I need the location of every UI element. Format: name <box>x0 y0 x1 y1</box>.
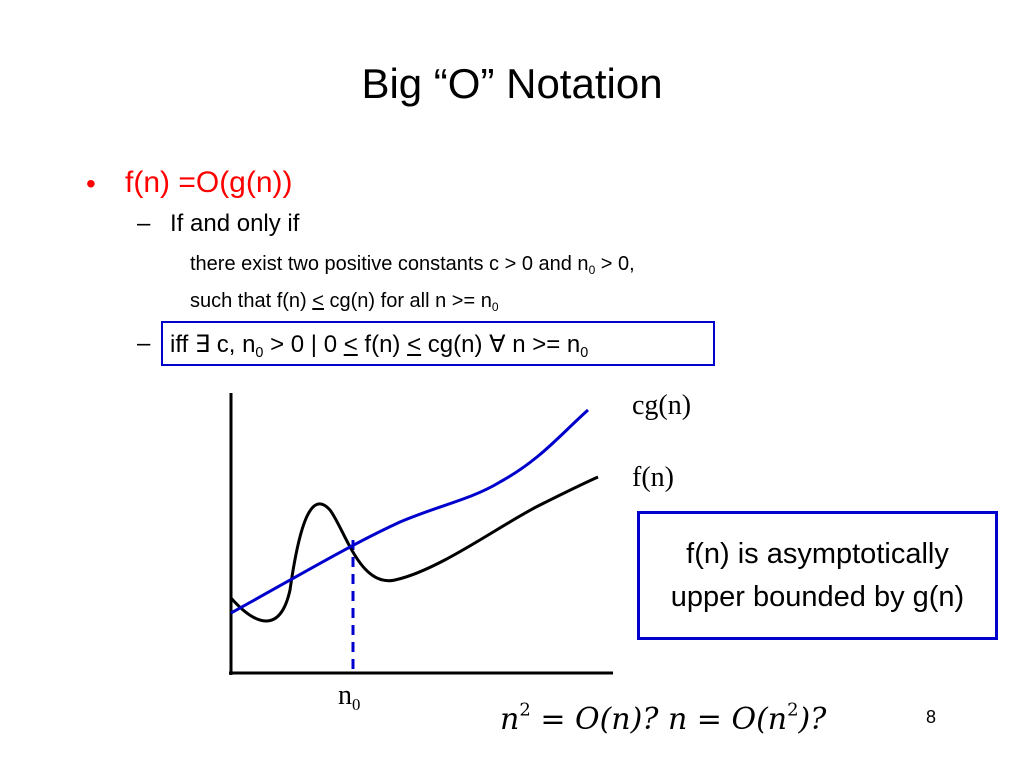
iff-text: iff ∃ c, n <box>170 331 256 358</box>
practice-questions: n2 = O(n)? n = O(n2)? <box>500 699 827 737</box>
less-equal-symbol: < <box>312 290 324 312</box>
less-equal-symbol: < <box>407 331 422 358</box>
subscript-zero: 0 <box>580 345 589 362</box>
condition-text: > 0, <box>595 253 635 275</box>
n0-axis-label: n0 <box>338 680 361 714</box>
f-curve-label: f(n) <box>632 462 674 493</box>
page-number: 8 <box>926 707 937 727</box>
question-2-end: )? <box>798 702 827 737</box>
subscript-zero: 0 <box>491 300 499 315</box>
iff-text: f(n) <box>357 331 408 358</box>
condition-text: cg(n) for all n >= n <box>323 290 492 312</box>
cg-curve-label: cg(n) <box>632 390 692 421</box>
subscript-zero: 0 <box>255 345 264 362</box>
question-1-base: n <box>500 702 520 737</box>
asymptotic-callout-box: f(n) is asymptotically upper bounded by … <box>637 511 998 640</box>
iff-text: cg(n) ∀ n >= n <box>421 331 581 358</box>
subscript-zero: 0 <box>352 694 361 714</box>
callout-line-1: f(n) is asymptotically <box>686 538 949 571</box>
bullet-definition: f(n) =O(g(n)) <box>125 166 293 199</box>
callout-line-2: upper bounded by g(n) <box>670 580 965 613</box>
f-of-n-curve <box>229 475 599 623</box>
condition-line-bound: such that f(n) < cg(n) for all n >= n0 <box>190 290 499 313</box>
dash-marker-1: – <box>137 210 151 237</box>
question-1-rest: = O(n)? <box>530 702 668 737</box>
condition-line-constants: there exist two positive constants c > 0… <box>190 253 635 276</box>
iff-formal-statement: iff ∃ c, n0 > 0 | 0 < f(n) < cg(n) ∀ n >… <box>170 330 589 362</box>
question-2-start: n = O(n <box>667 702 788 737</box>
cg-of-n-curve <box>230 408 589 615</box>
iff-text: > 0 | 0 <box>263 331 344 358</box>
subscript-zero: 0 <box>588 263 596 278</box>
dash-marker-2: – <box>137 330 151 357</box>
condition-text: such that f(n) <box>190 290 313 312</box>
n-label: n <box>338 680 352 711</box>
sub-bullet-if-and-only-if: If and only if <box>170 210 300 237</box>
exponent-two: 2 <box>787 699 799 721</box>
condition-text: there exist two positive constants c > 0… <box>190 253 589 275</box>
less-equal-symbol: < <box>343 331 358 358</box>
exponent-two: 2 <box>519 699 531 721</box>
slide-title: Big “O” Notation <box>361 60 663 107</box>
bullet-marker: • <box>86 168 96 199</box>
iff-highlight-box <box>161 321 715 366</box>
